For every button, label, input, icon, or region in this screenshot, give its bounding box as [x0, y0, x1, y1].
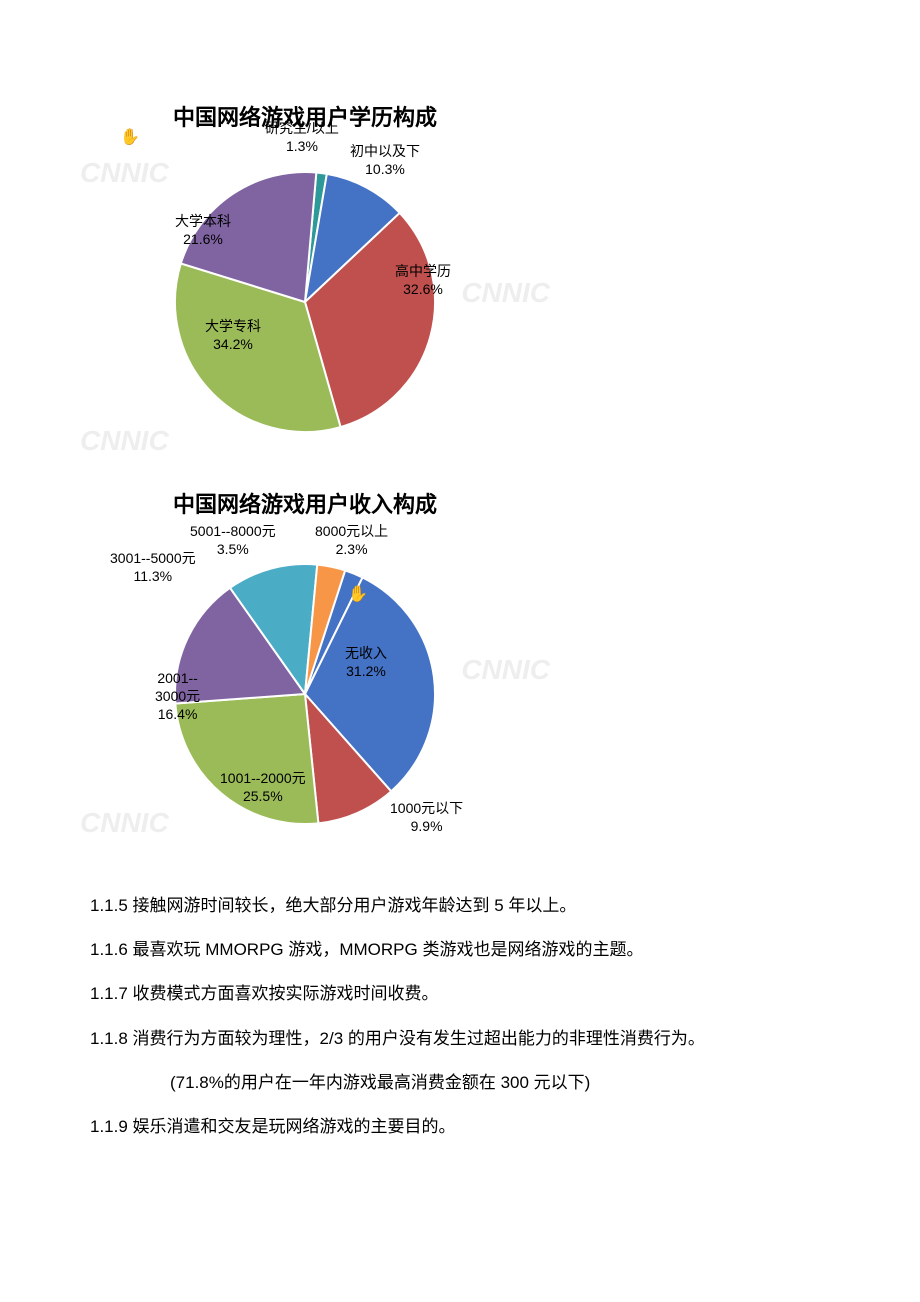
text-section: 1.1.5 接触网游时间较长，绝大部分用户游戏年龄达到 5 年以上。1.1.6 … [90, 884, 830, 1149]
chart1-pie [90, 137, 520, 467]
body-text-line: 1.1.6 最喜欢玩 MMORPG 游戏，MMORPG 类游戏也是网络游戏的主题… [90, 928, 830, 972]
slice-label: 3001--5000元11.3% [110, 549, 196, 585]
slice-label: 1000元以下9.9% [390, 799, 463, 835]
body-text-line: 1.1.8 消费行为方面较为理性，2/3 的用户没有发生过超出能力的非理性消费行… [90, 1017, 830, 1061]
slice-label: 研究生/以上1.3% [265, 119, 339, 155]
slice-label: 8000元以上2.3% [315, 522, 388, 558]
income-chart-container: 中国网络游戏用户收入构成 CNNIC CNNIC ✋ 8000元以上2.3%无收… [90, 487, 520, 854]
hand-cursor-icon: ✋ [348, 584, 368, 604]
slice-label: 大学本科21.6% [175, 212, 231, 248]
hand-cursor-icon: ✋ [120, 127, 140, 147]
slice-label: 大学专科34.2% [205, 317, 261, 353]
slice-label: 高中学历32.6% [395, 262, 451, 298]
body-text-line: (71.8%的用户在一年内游戏最高消费金额在 300 元以下) [90, 1061, 830, 1105]
body-text-line: 1.1.5 接触网游时间较长，绝大部分用户游戏年龄达到 5 年以上。 [90, 884, 830, 928]
body-text-line: 1.1.9 娱乐消遣和交友是玩网络游戏的主要目的。 [90, 1105, 830, 1149]
slice-label: 2001--3000元16.4% [155, 669, 200, 724]
slice-label: 1001--2000元25.5% [220, 769, 306, 805]
chart2-area: CNNIC CNNIC ✋ 8000元以上2.3%无收入31.2%1000元以下… [90, 524, 520, 854]
chart2-title: 中国网络游戏用户收入构成 [90, 487, 520, 519]
body-text-line: 1.1.7 收费模式方面喜欢按实际游戏时间收费。 [90, 972, 830, 1016]
slice-label: 无收入31.2% [345, 644, 387, 680]
slice-label: 5001--8000元3.5% [190, 522, 276, 558]
chart1-area: CNNIC CNNIC CNNIC ✋ 研究生/以上1.3%初中以及下10.3%… [90, 137, 520, 467]
education-chart-container: 中国网络游戏用户学历构成 CNNIC CNNIC CNNIC ✋ 研究生/以上1… [90, 100, 520, 467]
slice-label: 初中以及下10.3% [350, 142, 420, 178]
